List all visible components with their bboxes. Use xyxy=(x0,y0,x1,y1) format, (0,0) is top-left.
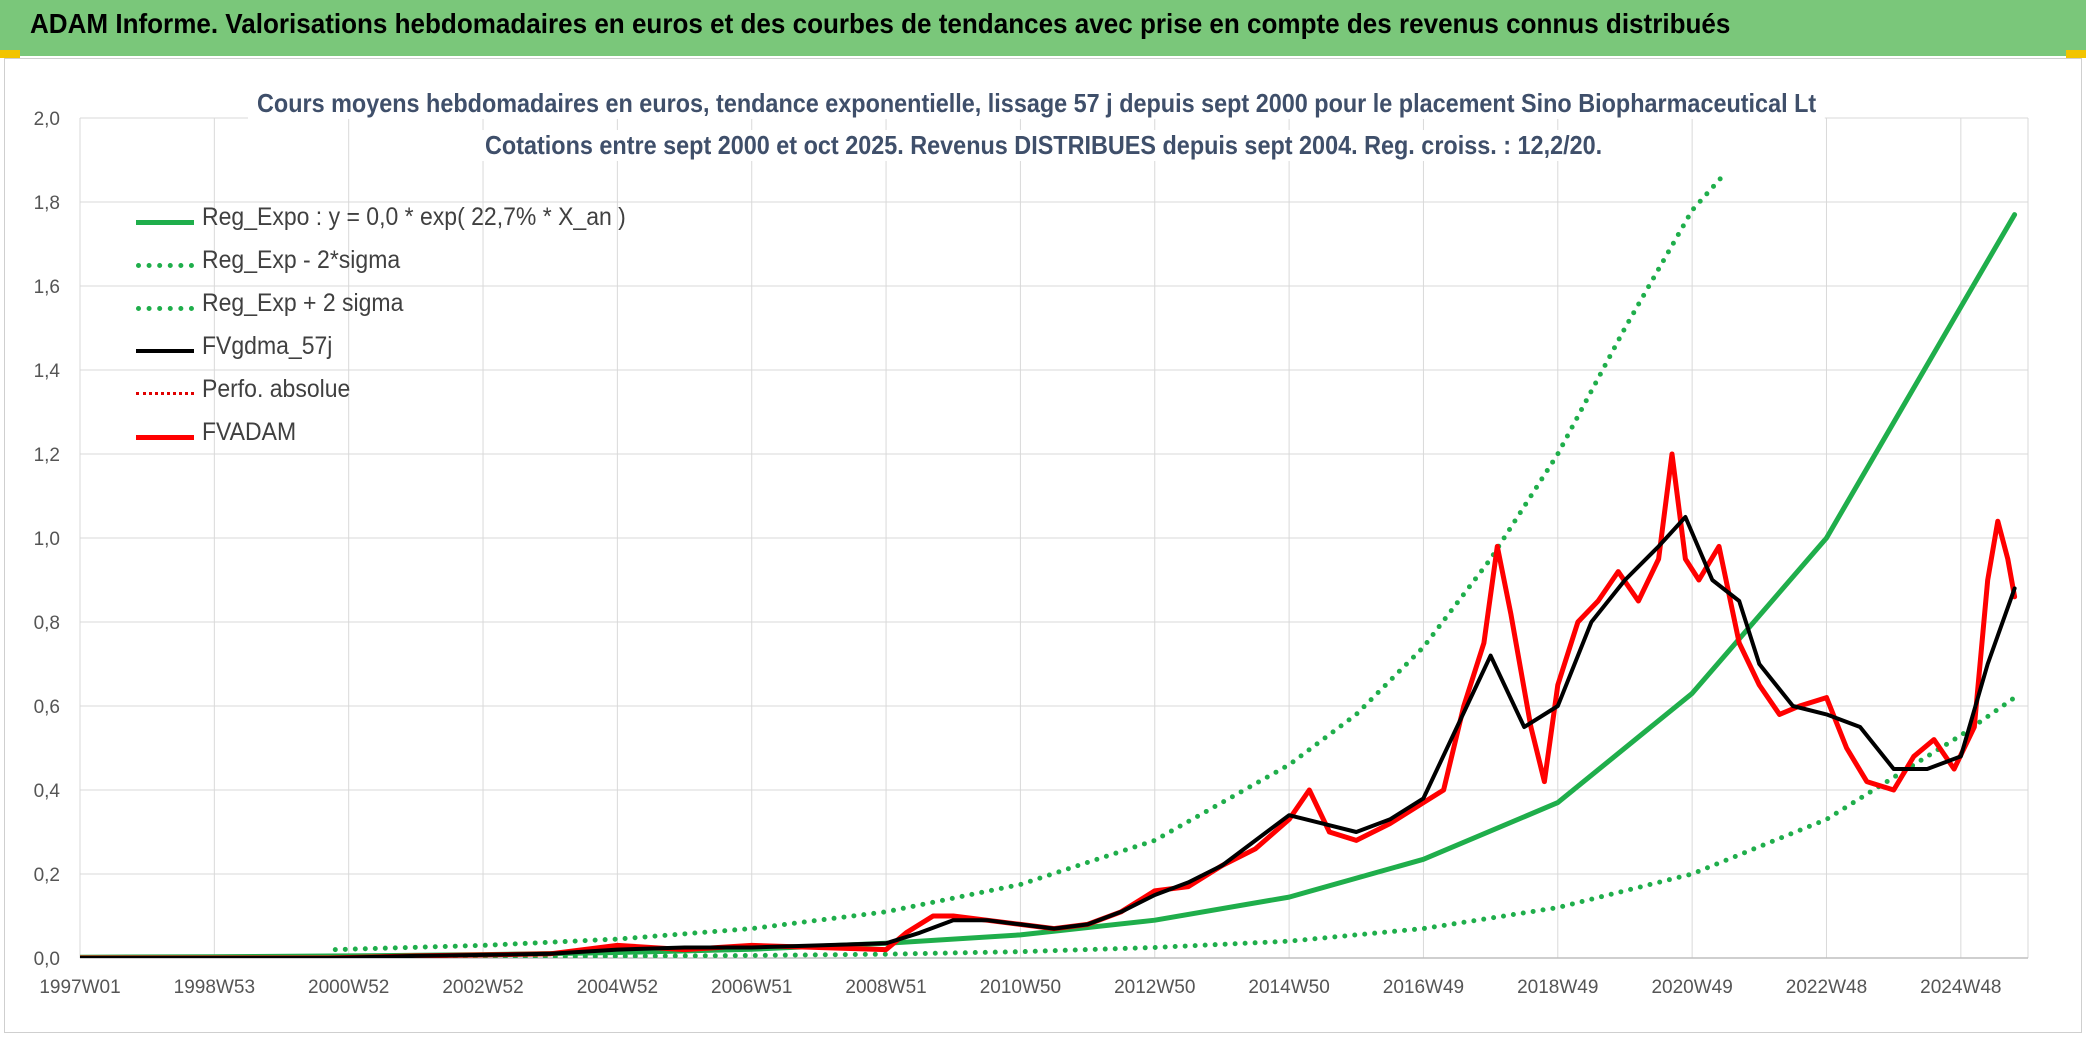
legend-swatch-reg-expo xyxy=(136,220,194,225)
x-tick-label: 2018W49 xyxy=(1517,977,1598,998)
x-tick-label: 2010W50 xyxy=(980,977,1061,998)
x-tick-label: 2020W49 xyxy=(1651,977,1732,998)
y-tick-label: 1,0 xyxy=(34,529,60,550)
corner-accent-left xyxy=(0,50,20,58)
y-tick-label: 0,8 xyxy=(34,613,60,634)
x-tick-label: 2024W48 xyxy=(1920,977,2001,998)
x-axis-ticks: 1997W01 1998W53 2000W52 2002W52 2004W52 2006W… xyxy=(39,977,2001,998)
x-tick-label: 2022W48 xyxy=(1786,977,1867,998)
y-tick-label: 1,4 xyxy=(34,361,61,382)
x-tick-label: 2014W50 xyxy=(1248,977,1329,998)
series-line-fvadam xyxy=(80,451,2018,958)
y-tick-label: 2,0 xyxy=(34,109,60,130)
legend-swatch-fvadam xyxy=(136,435,194,440)
report-title: ADAM Informe. Valorisations hebdomadaire… xyxy=(30,8,1731,39)
legend-label-fvgdma: FVgdma_57j xyxy=(202,332,333,360)
x-tick-label: 2004W52 xyxy=(577,977,658,998)
y-tick-label: 0,6 xyxy=(34,697,60,718)
y-tick-label: 1,8 xyxy=(34,193,60,214)
chart-title: Cours moyens hebdomadaires en euros, ten… xyxy=(248,88,1826,119)
x-tick-label: 2006W51 xyxy=(711,977,792,998)
y-axis-ticks: 0,0 0,2 0,4 0,6 0,8 1,0 1,2 1,4 1,6 1,8 2,0 xyxy=(34,109,61,970)
legend-swatch-reg-exp-minus xyxy=(136,263,194,268)
chart-series xyxy=(80,170,2018,958)
y-tick-label: 1,6 xyxy=(34,277,60,298)
legend-label-reg-expo: Reg_Expo : y = 0,0 * exp( 22,7% * X_an ) xyxy=(202,203,626,231)
y-tick-label: 0,4 xyxy=(34,781,61,802)
legend-label-reg-exp-minus: Reg_Exp - 2*sigma xyxy=(202,246,401,274)
legend-label-reg-exp-plus: Reg_Exp + 2 sigma xyxy=(202,289,404,317)
series-line-reg_expo xyxy=(80,212,2018,958)
chart-subtitle: Cotations entre sept 2000 et oct 2025. R… xyxy=(476,130,1612,161)
legend-swatch-reg-exp-plus xyxy=(136,306,194,311)
x-tick-label: 1997W01 xyxy=(39,977,120,998)
legend-label-fvadam: FVADAM xyxy=(202,418,297,446)
series-line-reg_exp xyxy=(332,170,1729,953)
legend-swatch-fvgdma xyxy=(136,349,194,353)
legend-label-perfo: Perfo. absolue xyxy=(202,375,351,403)
legend-swatch-perfo xyxy=(136,392,194,395)
report-banner: ADAM Informe. Valorisations hebdomadaire… xyxy=(0,0,2086,56)
y-tick-label: 0,0 xyxy=(34,949,60,970)
corner-accent-right xyxy=(2066,50,2086,58)
y-tick-label: 1,2 xyxy=(34,445,60,466)
y-tick-label: 0,2 xyxy=(34,865,60,886)
x-tick-label: 2008W51 xyxy=(845,977,926,998)
series-line-fvgdma_57j xyxy=(80,515,2017,958)
x-tick-label: 2002W52 xyxy=(442,977,523,998)
chart-grid xyxy=(79,117,2029,959)
x-tick-label: 2000W52 xyxy=(308,977,389,998)
x-tick-label: 2012W50 xyxy=(1114,977,1195,998)
x-tick-label: 1998W53 xyxy=(174,977,255,998)
chart-frame xyxy=(4,58,2082,1033)
x-tick-label: 2016W49 xyxy=(1383,977,1464,998)
